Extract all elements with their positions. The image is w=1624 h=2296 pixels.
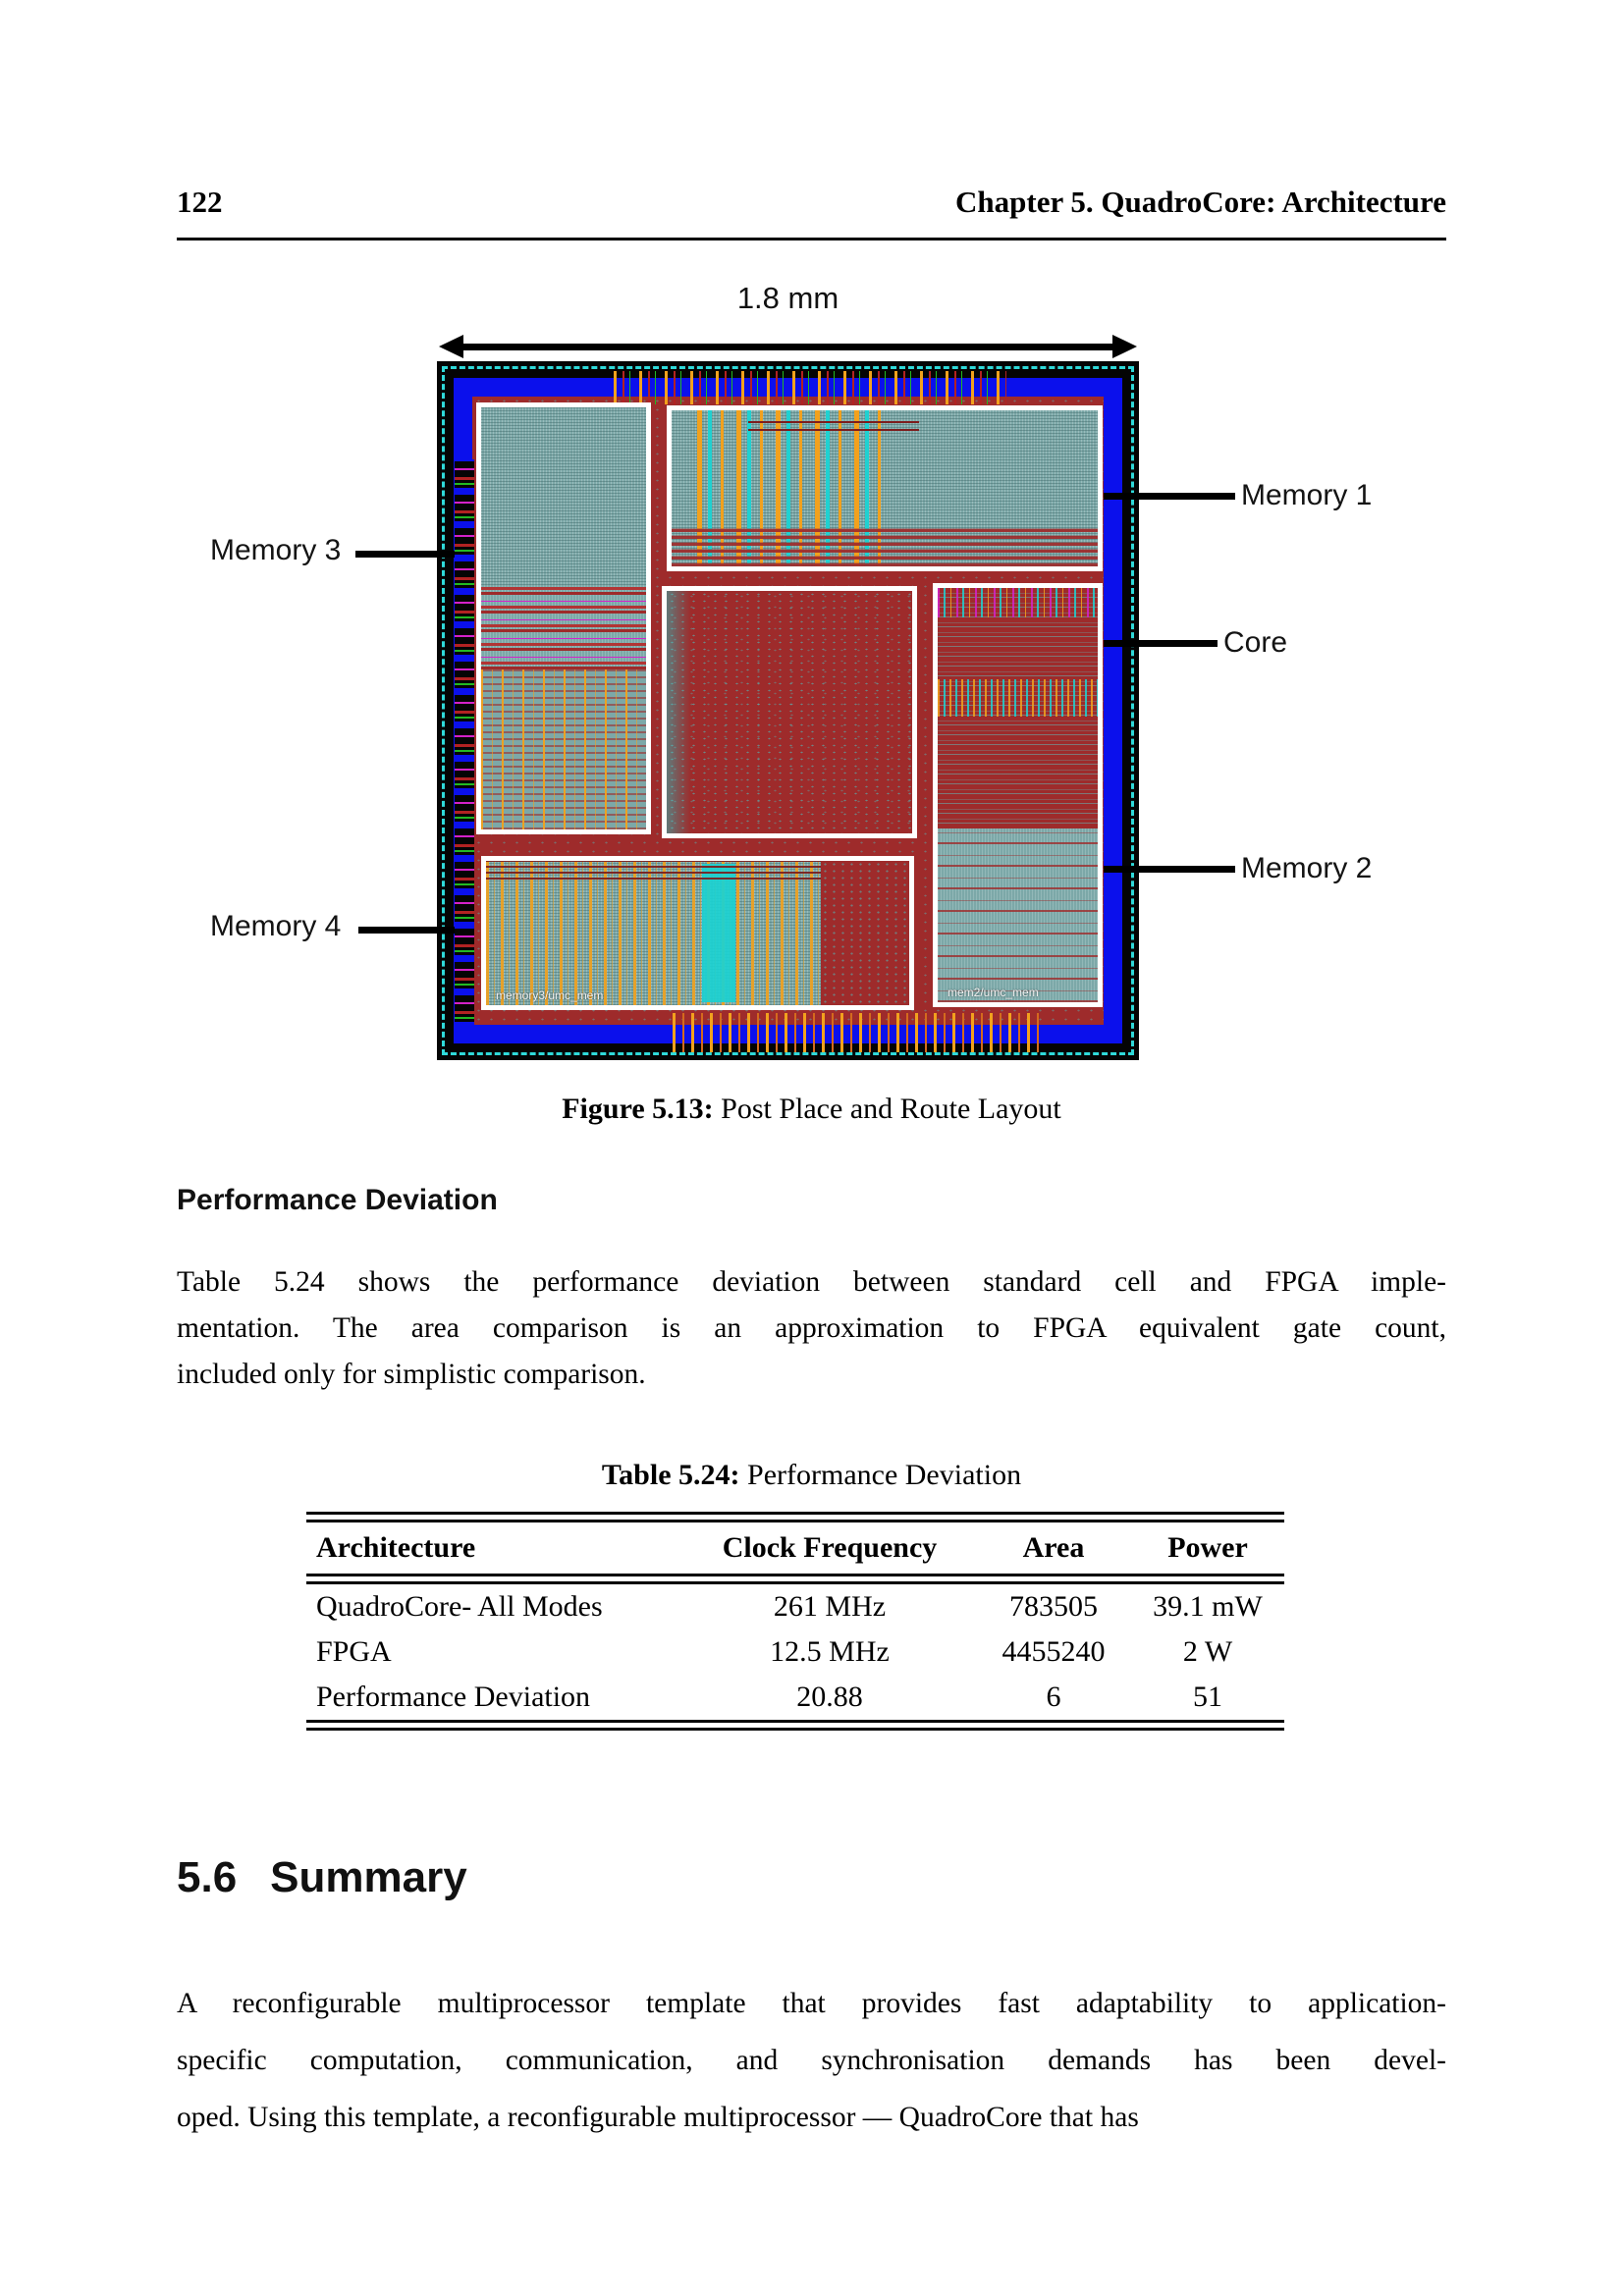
table-cell: FPGA <box>316 1635 392 1668</box>
paragraph-line: oped. Using this template, a reconfigura… <box>177 2102 1139 2133</box>
table-caption-label: Table 5.24: <box>601 1459 740 1491</box>
die-label-mem2: mem2/umc_mem <box>947 986 1039 999</box>
memory3-block <box>476 402 651 834</box>
memory3-array <box>481 407 646 585</box>
table-row: FPGA 12.5 MHz 4455240 2 W <box>306 1629 1284 1675</box>
table-row: QuadroCore- All Modes 261 MHz 783505 39.… <box>306 1584 1284 1629</box>
table-header-row: Architecture Clock Frequency Area Power <box>306 1522 1284 1574</box>
paragraph-line: mentation. The area comparison is an app… <box>177 1312 1446 1344</box>
table-header-rule <box>306 1574 1284 1584</box>
summary-paragraph: A reconfigurable multiprocessor template… <box>177 1975 1446 2146</box>
table-cell: 20.88 <box>796 1681 863 1713</box>
performance-paragraph: Table 5.24 shows the performance deviati… <box>177 1259 1446 1398</box>
die-label-memory3: memory3/umc_mem <box>496 988 604 1002</box>
memory1-top-wires <box>748 416 919 431</box>
figure-caption: Figure 5.13: Post Place and Route Layout <box>177 1093 1446 1126</box>
column-header: Power <box>1167 1531 1248 1564</box>
paragraph-line: specific computation, communication, and… <box>177 2045 1446 2076</box>
section-heading: 5.6 Summary <box>177 1853 467 1902</box>
table-top-rule <box>306 1512 1284 1522</box>
core-label: Core <box>1223 626 1288 659</box>
table-cell: Performance Deviation <box>316 1681 591 1713</box>
section-number: 5.6 <box>177 1853 238 1901</box>
figure-caption-text: Post Place and Route Layout <box>721 1093 1061 1125</box>
chip-layout-figure: mem2/umc_mem memory3/umc_mem <box>437 361 1139 1060</box>
memory2-array <box>938 828 1098 1002</box>
header-rule <box>177 238 1446 240</box>
memory3-label: Memory 3 <box>210 534 342 566</box>
memory2-block: mem2/umc_mem <box>933 583 1103 1007</box>
page-number: 122 <box>177 185 223 219</box>
memory4-block: memory3/umc_mem <box>481 856 914 1010</box>
section-title: Summary <box>270 1853 467 1901</box>
dimension-arrow-line <box>460 344 1115 350</box>
paragraph-line: A reconfigurable multiprocessor template… <box>177 1988 1446 2019</box>
running-header: Chapter 5. QuadroCore: Architecture <box>955 185 1446 219</box>
core-cell-fill <box>667 591 912 833</box>
dimension-arrowhead-left <box>439 335 463 358</box>
table-cell: 783505 <box>1009 1590 1098 1623</box>
table-cell: 4455240 <box>1001 1635 1106 1668</box>
memory2-label: Memory 2 <box>1241 852 1373 884</box>
table-grid: Architecture Clock Frequency Area Power <box>306 1522 1284 1574</box>
memory1-bottom-wires <box>672 525 1098 566</box>
memory2-routing-ticks <box>938 678 1098 717</box>
memory2-top-noise <box>938 588 1098 617</box>
memory1-label: Memory 1 <box>1241 479 1373 511</box>
memory1-arrow-line <box>1094 493 1235 500</box>
table-row: Performance Deviation 20.88 6 51 <box>306 1675 1284 1720</box>
dimension-arrowhead-right <box>1112 335 1137 358</box>
table-cell: 51 <box>1193 1681 1222 1713</box>
memory2-arrow-line <box>1069 866 1235 873</box>
performance-table: Architecture Clock Frequency Area Power … <box>306 1512 1284 1731</box>
memory1-block <box>667 405 1103 571</box>
table-cell: 39.1 mW <box>1153 1590 1263 1623</box>
paragraph-line: Table 5.24 shows the performance deviati… <box>177 1266 1446 1298</box>
paragraph-line: included only for simplistic comparison. <box>177 1359 646 1390</box>
core-block <box>662 586 917 838</box>
memory4-label: Memory 4 <box>210 910 342 942</box>
table-cell: 261 MHz <box>773 1590 887 1623</box>
memory4-cyan-bus <box>701 863 736 1003</box>
column-header: Clock Frequency <box>722 1531 938 1564</box>
table-cell: 2 W <box>1182 1635 1233 1668</box>
chip-left-routing-noise <box>455 459 474 1029</box>
table-cell: 12.5 MHz <box>770 1635 890 1668</box>
column-header: Architecture <box>316 1531 476 1564</box>
figure-caption-label: Figure 5.13: <box>562 1093 714 1125</box>
memory4-top-wires <box>486 861 821 881</box>
table-caption: Table 5.24: Performance Deviation <box>177 1459 1446 1492</box>
column-header: Area <box>1022 1531 1085 1564</box>
table-body: QuadroCore- All Modes 261 MHz 783505 39.… <box>306 1584 1284 1720</box>
chip-seal-ring <box>442 366 1134 1055</box>
memory3-routing-band <box>481 584 646 669</box>
memory3-arrow-line <box>355 551 483 558</box>
subsection-heading: Performance Deviation <box>177 1184 498 1216</box>
chip-bottom-routing-noise <box>673 1013 1046 1052</box>
table-caption-text: Performance Deviation <box>747 1459 1022 1491</box>
dimension-label: 1.8 mm <box>736 281 839 315</box>
memory4-arrow-line <box>358 927 503 934</box>
table-cell: QuadroCore- All Modes <box>316 1590 603 1623</box>
chip-top-routing-noise <box>614 371 1006 404</box>
memory4-logic-area <box>820 861 909 1005</box>
table-bottom-rule <box>306 1720 1284 1731</box>
memory3-lower-routing <box>481 668 646 829</box>
table-cell: 6 <box>1046 1681 1061 1713</box>
